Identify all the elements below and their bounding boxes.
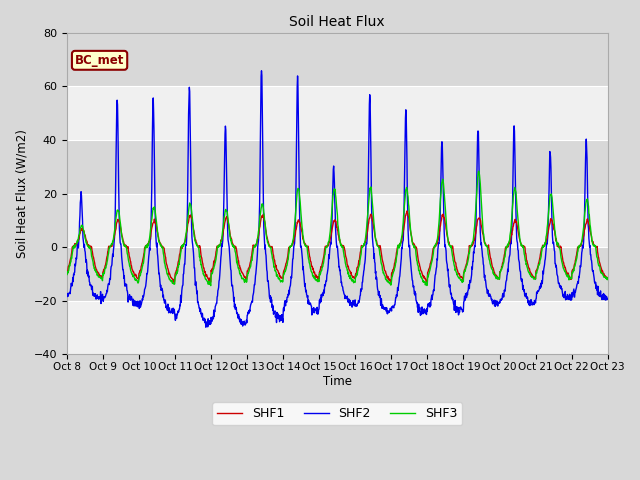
SHF2 [170, 309, 178, 315]
SHF1 [493, 273, 500, 278]
SHF1 [604, 275, 612, 280]
SHF3 [244, 270, 252, 276]
SHF2 [604, 296, 612, 301]
SHF1 [63, 269, 70, 275]
SHF2 [422, 311, 429, 316]
SHF1 [170, 280, 178, 286]
SHF1 [170, 278, 178, 284]
SHF2 [63, 293, 70, 299]
SHF3 [422, 282, 429, 288]
Line: SHF3: SHF3 [67, 171, 608, 286]
Legend: SHF1, SHF2, SHF3: SHF1, SHF2, SHF3 [212, 402, 462, 425]
SHF2 [540, 264, 548, 270]
SHF3 [63, 272, 70, 278]
SHF3 [540, 244, 548, 250]
SHF2 [244, 309, 252, 315]
Y-axis label: Soil Heat Flux (W/m2): Soil Heat Flux (W/m2) [15, 129, 28, 258]
X-axis label: Time: Time [323, 374, 352, 387]
Bar [67, 247, 608, 300]
SHF3 [475, 168, 483, 174]
SHF1 [244, 268, 252, 274]
Bar [67, 33, 608, 86]
Line: SHF1: SHF1 [67, 211, 608, 283]
SHF3 [493, 276, 500, 281]
SHF1 [422, 276, 429, 282]
SHF3 [604, 275, 612, 281]
Bar [67, 86, 608, 140]
SHF2 [258, 68, 266, 73]
Bar [67, 300, 608, 354]
SHF2 [183, 221, 191, 227]
Bar [67, 140, 608, 193]
Title: Soil Heat Flux: Soil Heat Flux [289, 15, 385, 29]
SHF1 [184, 225, 191, 230]
Text: BC_met: BC_met [75, 54, 124, 67]
Line: SHF2: SHF2 [67, 71, 608, 327]
SHF1 [403, 208, 411, 214]
SHF3 [183, 224, 191, 229]
SHF3 [207, 283, 214, 288]
SHF3 [170, 281, 178, 287]
SHF2 [493, 299, 500, 304]
SHF2 [202, 324, 210, 330]
Bar [67, 193, 608, 247]
SHF1 [540, 242, 548, 248]
